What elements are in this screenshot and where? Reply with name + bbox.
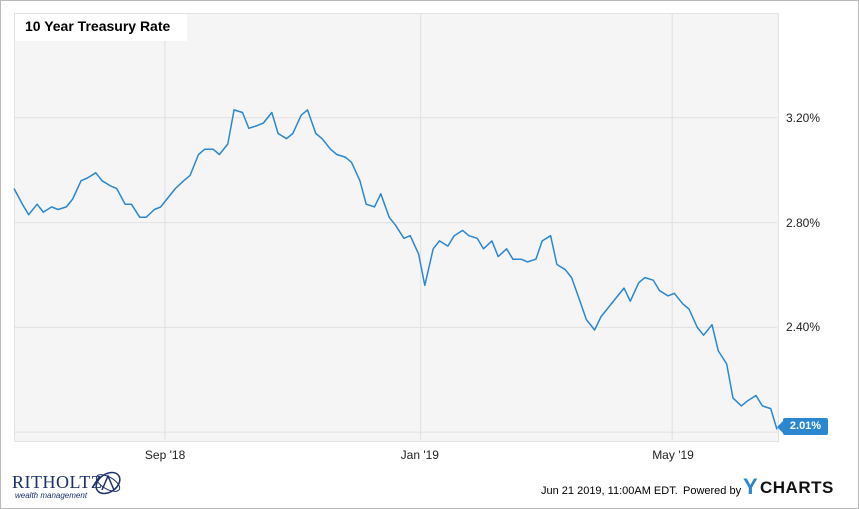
last-value-pointer	[777, 420, 784, 434]
x-tick-label: May '19	[652, 448, 694, 462]
ycharts-logo-text[interactable]: CHARTS	[760, 478, 834, 497]
series-layer	[13, 109, 778, 430]
ycharts-logo-y[interactable]: Y	[743, 474, 758, 499]
powered-by-label: Powered by	[683, 485, 742, 497]
x-tick-label: Jan '19	[400, 448, 439, 462]
gridlines	[14, 13, 777, 440]
y-tick-label: 2.80%	[786, 215, 821, 230]
ritholtz-emblem-icon	[95, 471, 121, 495]
title-box	[15, 14, 187, 41]
chart-title: 10 Year Treasury Rate	[25, 18, 171, 34]
series-line-10-year-treasury-rate	[13, 109, 778, 430]
ritholtz-logo-text: RITHOLTZ	[12, 472, 103, 492]
y-tick-label: 3.20%	[786, 110, 821, 125]
x-tick-label: Sep '18	[144, 448, 186, 462]
timestamp: Jun 21 2019, 11:00AM EDT.	[541, 485, 678, 497]
y-tick-label: 2.40%	[786, 320, 821, 335]
ritholtz-logo-tagline: wealth management	[15, 491, 88, 500]
last-value-label: 2.01%	[783, 418, 828, 435]
